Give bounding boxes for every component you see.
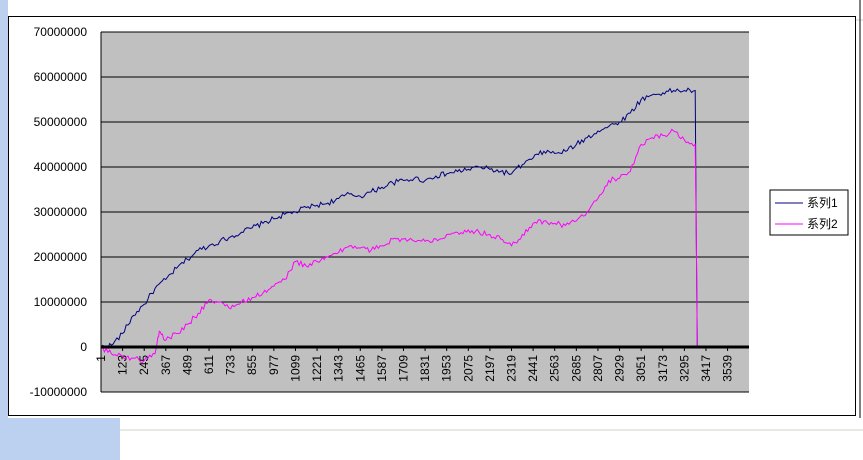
y-tick-label: 10000000 <box>34 295 88 309</box>
y-axis-tick-labels: 70000000 60000000 50000000 40000000 30000000… <box>30 25 88 399</box>
x-tick-label: 367 <box>159 355 173 375</box>
x-tick-label: 1831 <box>418 355 432 382</box>
x-tick-label: 2563 <box>548 355 562 382</box>
x-tick-label: 123 <box>116 355 130 375</box>
x-tick-label: 245 <box>137 355 151 375</box>
x-tick-label: 3051 <box>634 355 648 382</box>
y-tick-label: 0 <box>80 340 87 354</box>
legend-box <box>769 189 849 236</box>
x-tick-label: 733 <box>224 355 238 375</box>
x-tick-label: 1709 <box>396 355 410 382</box>
y-tick-label: 70000000 <box>34 25 88 39</box>
x-tick-label: 3417 <box>699 355 713 382</box>
y-tick-label: 40000000 <box>34 160 88 174</box>
y-tick-label: -10000000 <box>30 385 88 399</box>
y-tick-label: 30000000 <box>34 205 88 219</box>
legend-label-series1: 系列1 <box>807 196 838 210</box>
x-tick-label: 3539 <box>721 355 735 382</box>
y-tick-label: 20000000 <box>34 250 88 264</box>
x-tick-label: 2807 <box>591 355 605 382</box>
x-tick-label: 3295 <box>677 355 691 382</box>
x-tick-label: 1465 <box>353 355 367 382</box>
x-tick-label: 2929 <box>613 355 627 382</box>
legend-label-series2: 系列2 <box>807 217 838 231</box>
x-tick-label: 2075 <box>461 355 475 382</box>
x-tick-label: 2685 <box>569 355 583 382</box>
x-tick-label: 2197 <box>483 355 497 382</box>
gridlines <box>101 31 749 393</box>
x-tick-label: 1099 <box>288 355 302 382</box>
x-tick-label: 489 <box>180 355 194 375</box>
x-tick-label: 611 <box>202 355 216 374</box>
series-lines <box>100 87 749 363</box>
series-line-1 <box>100 87 749 349</box>
x-tick-label: 977 <box>267 355 281 375</box>
y-tick-label: 50000000 <box>34 115 88 129</box>
series-line-2 <box>100 128 749 363</box>
x-tick-label: 1221 <box>310 355 324 382</box>
x-tick-label: 855 <box>245 355 259 375</box>
legend[interactable]: 系列1 系列2 <box>769 189 849 236</box>
x-tick-label: 3173 <box>656 355 670 382</box>
x-tick-label: 2319 <box>505 355 519 382</box>
y-tick-label: 60000000 <box>34 70 88 84</box>
x-tick-label: 1343 <box>332 355 346 382</box>
x-tick-label: 2441 <box>526 355 540 382</box>
x-tick-label: 1953 <box>440 355 454 382</box>
x-tick-label: 1587 <box>375 355 389 382</box>
